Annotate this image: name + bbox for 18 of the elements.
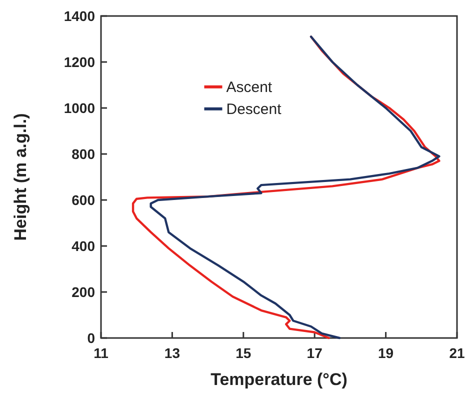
y-axis-title: Height (m a.g.l.) xyxy=(11,113,30,241)
y-tick-label: 200 xyxy=(72,284,96,300)
y-tick-label: 1200 xyxy=(64,54,96,70)
x-tick-label: 15 xyxy=(236,345,252,361)
legend-label: Descent xyxy=(226,101,282,118)
legend-label: Ascent xyxy=(226,79,273,96)
y-tick-label: 800 xyxy=(72,146,96,162)
y-tick-label: 1000 xyxy=(64,100,96,116)
x-axis-title: Temperature (°C) xyxy=(210,370,348,389)
y-tick-label: 1400 xyxy=(64,8,96,24)
y-tick-label: 600 xyxy=(72,192,96,208)
x-tick-label: 21 xyxy=(449,345,465,361)
x-tick-label: 19 xyxy=(378,345,394,361)
x-tick-label: 17 xyxy=(306,345,323,361)
y-tick-label: 400 xyxy=(72,238,96,254)
x-tick-label: 13 xyxy=(164,345,180,361)
x-tick-label: 11 xyxy=(94,345,109,361)
y-tick-label: 0 xyxy=(87,330,96,346)
